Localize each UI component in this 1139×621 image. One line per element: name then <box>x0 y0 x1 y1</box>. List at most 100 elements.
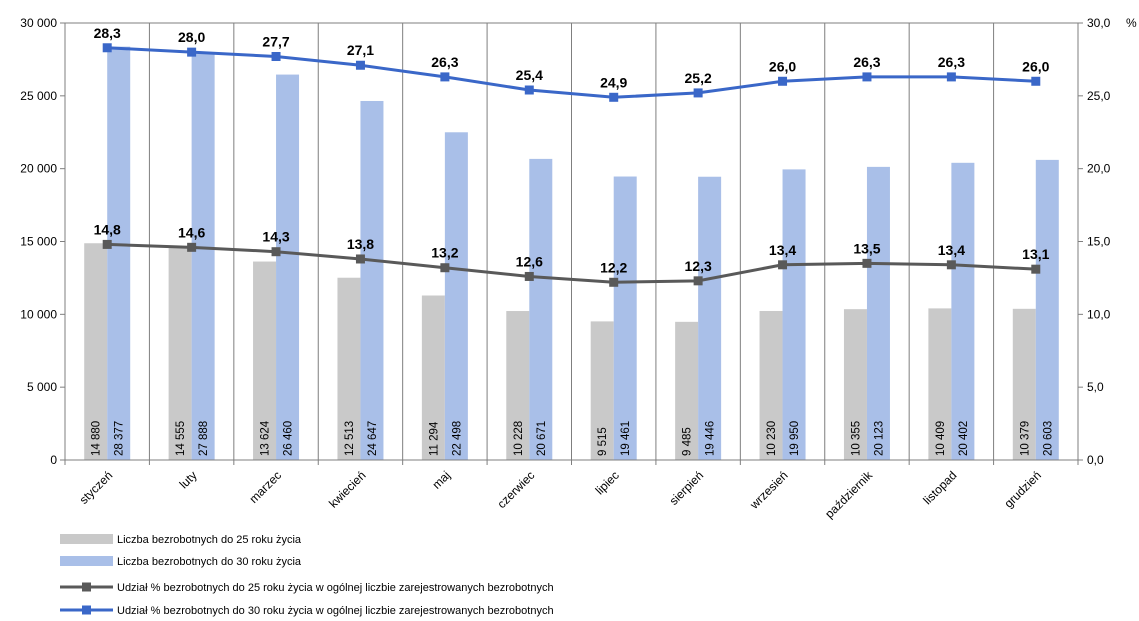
line-value-label: 27,1 <box>347 42 374 58</box>
bar <box>421 295 445 460</box>
bar-value-label: 9 485 <box>682 427 694 456</box>
line-marker <box>102 239 112 249</box>
line-value-label: 12,2 <box>600 259 627 275</box>
line-marker <box>102 43 112 53</box>
line-marker <box>440 263 450 273</box>
line-marker <box>524 271 534 281</box>
bar-value-label: 19 446 <box>705 421 717 456</box>
bar-value-label: 20 402 <box>958 421 970 456</box>
legend-label: Liczba bezrobotnych do 25 roku życia <box>117 534 302 546</box>
legend-label: Udział % bezrobotnych do 25 roku życia w… <box>117 582 554 594</box>
legend-swatch <box>60 556 113 566</box>
category-label: październik <box>822 468 876 522</box>
line-value-label: 12,3 <box>685 258 712 274</box>
line-value-label: 27,7 <box>262 34 289 50</box>
bar <box>107 46 131 461</box>
bar <box>191 53 215 460</box>
bar <box>337 277 361 460</box>
line-value-label: 12,6 <box>516 253 543 269</box>
right-axis-tick-label: 30,0 <box>1087 16 1111 30</box>
data-labels: 14 880 14 555 13 624 12 513 11 294 10 228 9 51… <box>91 25 1055 456</box>
bar-value-label: 12 513 <box>344 421 356 456</box>
line-marker <box>946 72 956 82</box>
bar <box>590 321 614 460</box>
line-marker <box>187 242 197 252</box>
series-line <box>107 46 1036 99</box>
bar-value-label: 20 671 <box>536 421 548 456</box>
bar-value-label: 9 515 <box>597 427 609 456</box>
line-marker <box>778 260 788 270</box>
bar <box>843 309 867 460</box>
bar-value-label: 10 355 <box>850 421 862 456</box>
category-label: grudzień <box>1001 468 1043 510</box>
bar-value-label: 27 888 <box>198 421 210 456</box>
line-marker <box>693 276 703 286</box>
category-label: kwiecień <box>326 468 368 510</box>
right-axis-tick-label: 20,0 <box>1087 162 1111 176</box>
bar-value-label: 19 950 <box>789 421 801 456</box>
line-marker <box>355 60 365 70</box>
line-marker <box>778 76 788 86</box>
bar-value-label: 10 230 <box>766 421 778 456</box>
line-value-label: 13,4 <box>769 242 796 258</box>
line-marker <box>693 88 703 98</box>
right-axis-tick-label: 0,0 <box>1087 453 1104 467</box>
bar <box>168 247 192 460</box>
bar <box>782 169 806 460</box>
category-label: listopad <box>920 468 959 507</box>
bar-value-label: 22 498 <box>451 421 463 456</box>
bar <box>84 243 108 460</box>
line-value-label: 26,3 <box>431 54 458 70</box>
right-axis-unit: % <box>1126 16 1137 30</box>
bar <box>444 132 468 461</box>
bar-value-label: 10 409 <box>935 421 947 456</box>
line-marker <box>609 92 619 102</box>
left-axis-tick-label: 10 000 <box>20 307 57 321</box>
line-marker <box>1031 264 1041 274</box>
legend-marker <box>82 582 91 592</box>
line-marker <box>862 72 872 82</box>
category-labels: styczeń luty marzec kwiecień maj czerwiec lipi… <box>77 468 1044 522</box>
legend-label: Udział % bezrobotnych do 30 roku życia w… <box>117 605 554 617</box>
line-value-label: 28,0 <box>178 29 205 45</box>
left-axis-tick-label: 20 000 <box>20 162 57 176</box>
right-axis-tick-label: 10,0 <box>1087 307 1111 321</box>
line-value-label: 14,6 <box>178 224 205 240</box>
category-label: wrzesień <box>747 468 791 512</box>
bar-value-label: 20 123 <box>873 421 885 456</box>
bar-value-label: 13 624 <box>260 420 272 456</box>
bar-value-label: 10 228 <box>513 421 525 456</box>
line-marker <box>862 258 872 268</box>
legend-marker <box>82 605 91 615</box>
line-series <box>102 43 1041 287</box>
line-value-label: 25,4 <box>516 67 543 83</box>
category-label: lipiec <box>593 468 622 497</box>
line-value-label: 14,8 <box>94 221 121 237</box>
series-line <box>107 242 1036 284</box>
line-value-label: 26,3 <box>853 54 880 70</box>
bar-value-label: 19 461 <box>620 421 632 456</box>
line-value-label: 26,3 <box>938 54 965 70</box>
line-value-label: 14,3 <box>262 229 289 245</box>
right-axis-tick-label: 5,0 <box>1087 380 1104 394</box>
line-marker <box>187 47 197 57</box>
bar-value-label: 11 294 <box>428 421 440 456</box>
category-label: sierpień <box>667 468 707 508</box>
category-label: marzec <box>246 468 284 506</box>
line-value-label: 13,4 <box>938 242 965 258</box>
legend-label: Liczba bezrobotnych do 30 roku życia <box>117 556 302 568</box>
category-label: luty <box>177 468 200 491</box>
line-value-label: 13,5 <box>853 240 880 256</box>
bar <box>253 261 277 460</box>
line-value-label: 24,9 <box>600 74 627 90</box>
bar <box>506 311 530 460</box>
bar-value-label: 28 377 <box>114 421 126 456</box>
left-axis-tick-label: 25 000 <box>20 89 57 103</box>
line-marker <box>355 254 365 264</box>
bar <box>1035 159 1059 460</box>
line-value-label: 13,1 <box>1022 246 1049 262</box>
bar <box>276 74 300 460</box>
bar <box>1012 308 1036 460</box>
bar <box>759 310 783 460</box>
left-axis-tick-label: 30 000 <box>20 16 57 30</box>
